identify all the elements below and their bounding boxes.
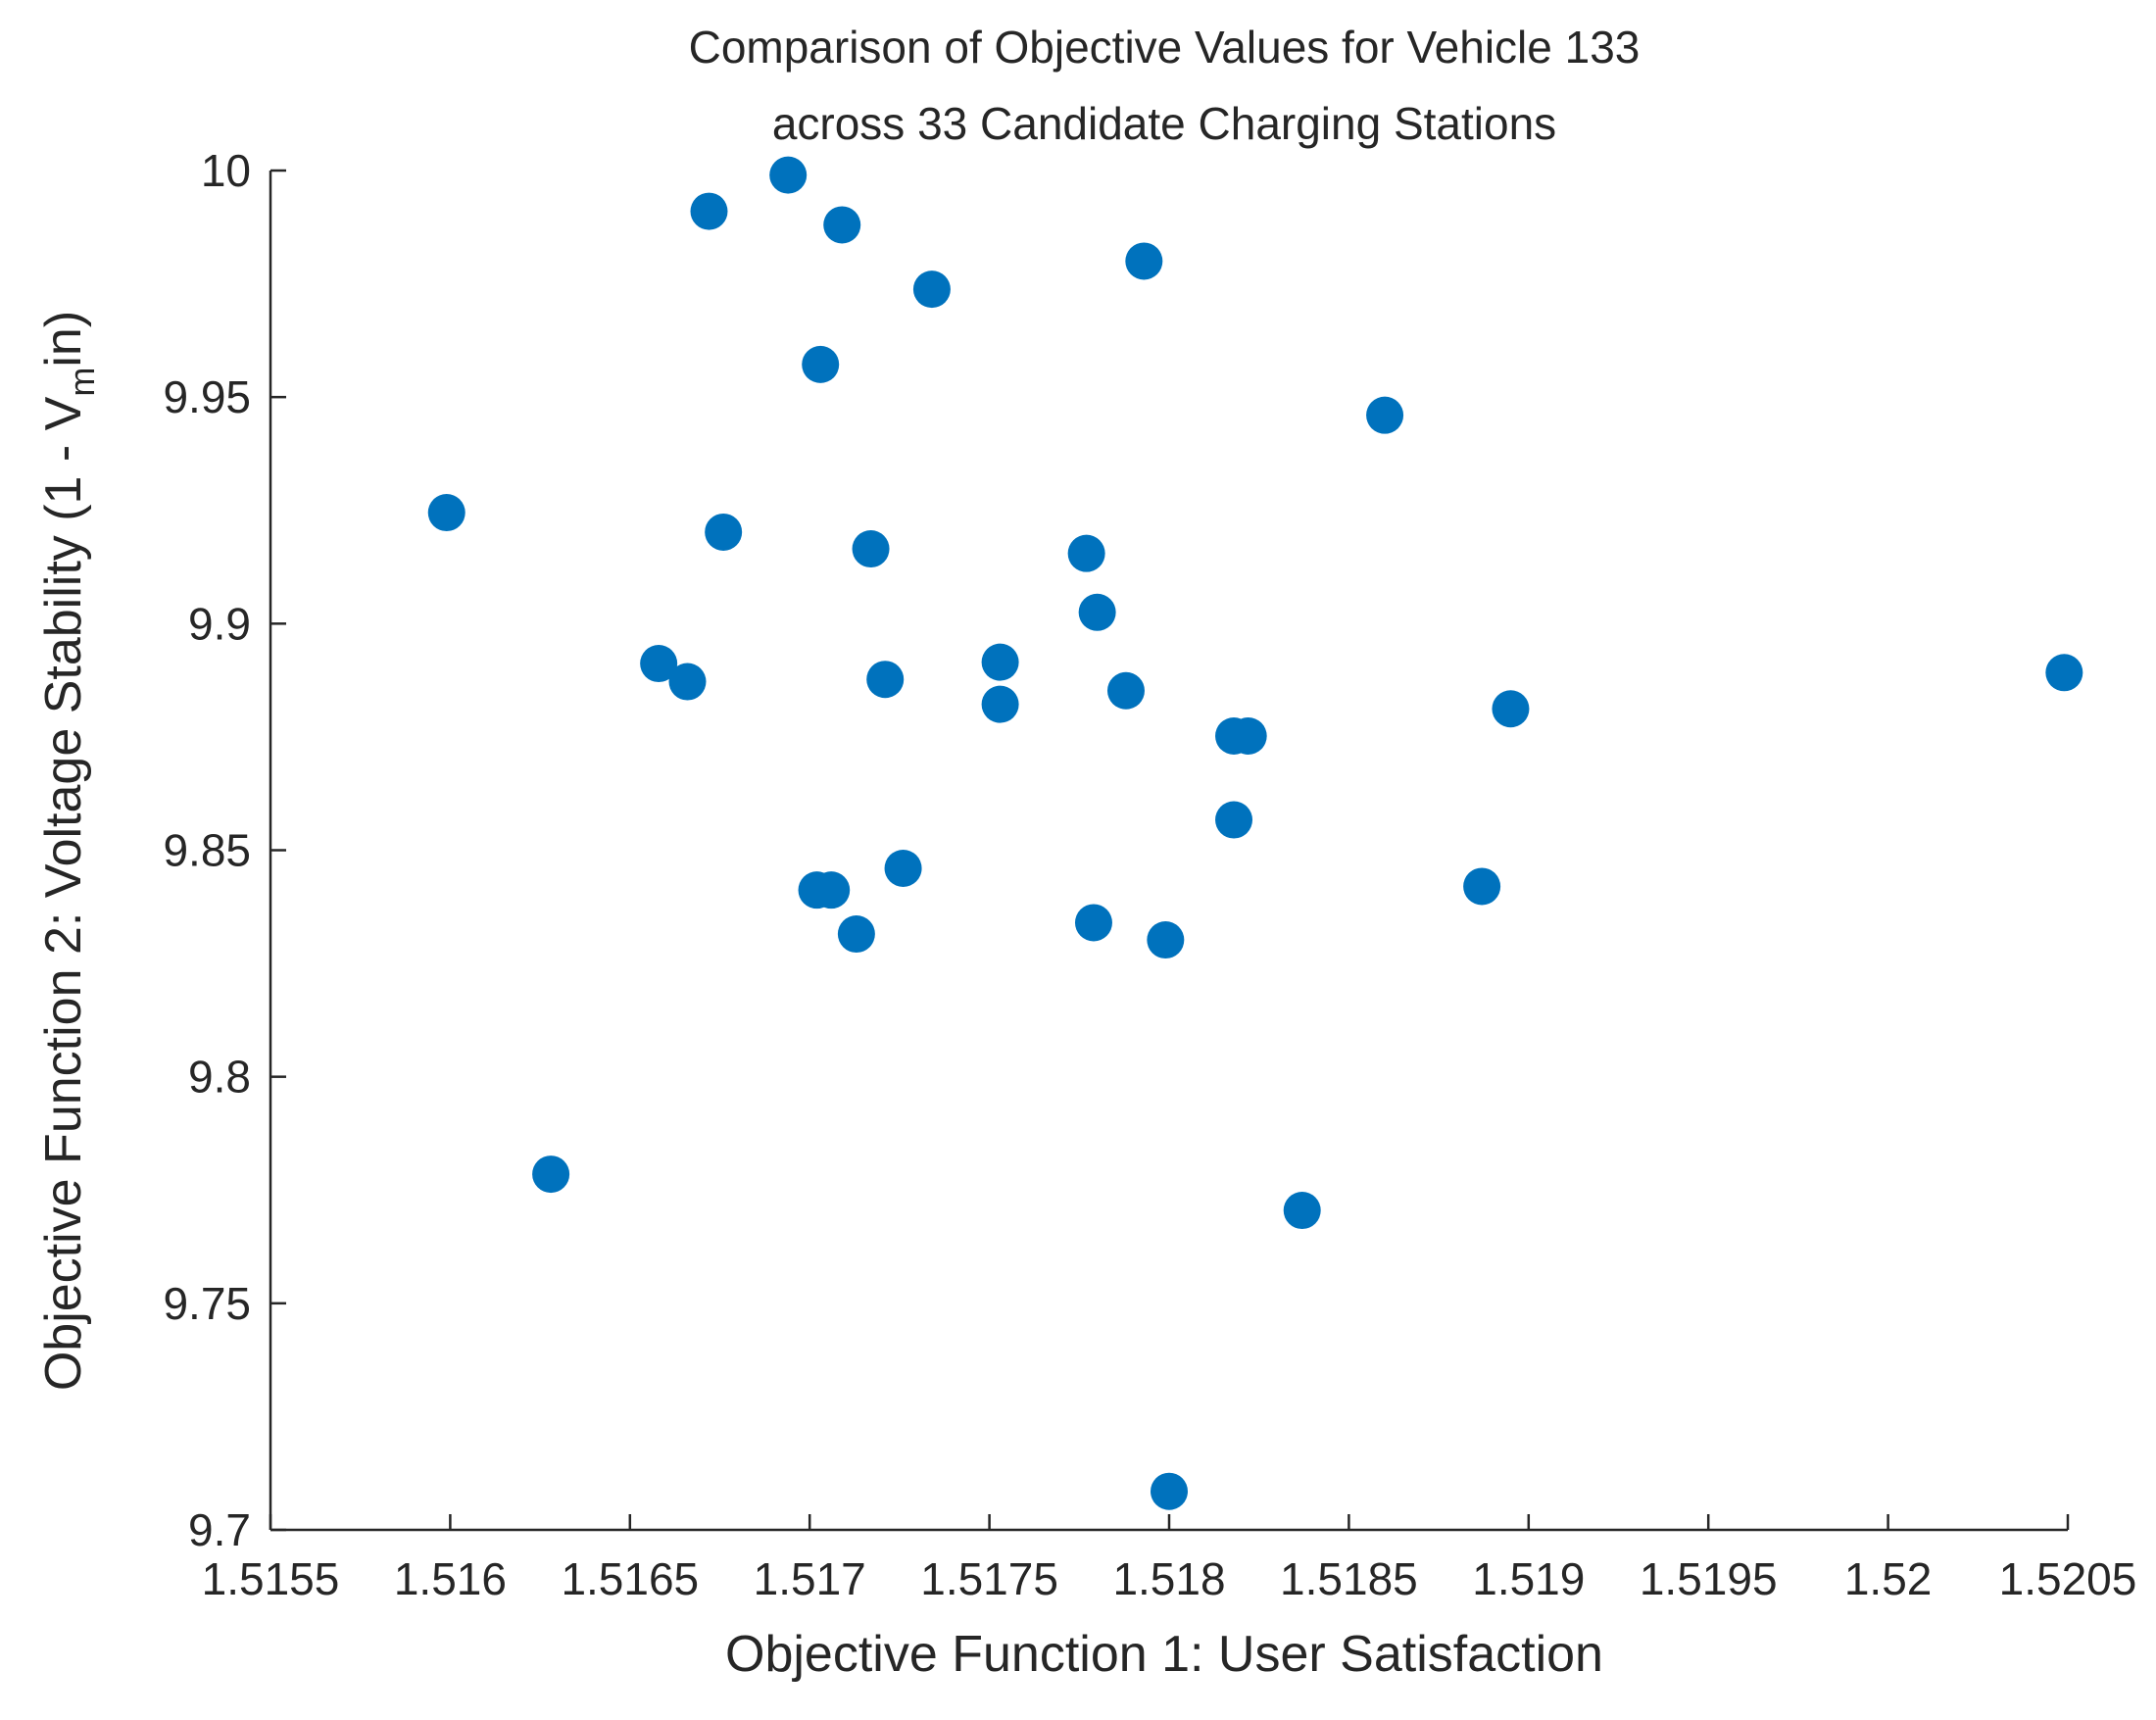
- scatter-point: [866, 661, 905, 699]
- scatter-point: [1106, 671, 1145, 710]
- scatter-point: [912, 270, 951, 309]
- scatter-point: [1125, 242, 1163, 280]
- x-tick-label: 1.5205: [1999, 1553, 2137, 1604]
- x-tick-label: 1.52: [1844, 1553, 1933, 1604]
- scatter-point: [1147, 921, 1185, 959]
- scatter-point: [1366, 396, 1404, 434]
- data-points: [427, 156, 2083, 1510]
- x-tick-label: 1.5165: [561, 1553, 699, 1604]
- y-ticks: 9.7 9.75 9.8 9.85 9.9 9.95 10: [163, 145, 286, 1555]
- scatter-point: [802, 345, 840, 383]
- y-axis-label: Objective Function 2: Voltage Stability …: [35, 311, 102, 1391]
- y-tick-label: 9.85: [163, 825, 251, 876]
- scatter-point: [640, 645, 678, 683]
- y-tick-label: 9.95: [163, 371, 251, 422]
- scatter-point: [1067, 534, 1105, 572]
- scatter-point: [532, 1155, 570, 1194]
- y-tick-label: 9.75: [163, 1278, 251, 1329]
- scatter-point: [837, 915, 875, 954]
- x-tick-label: 1.5195: [1640, 1553, 1778, 1604]
- x-tick-label: 1.516: [394, 1553, 507, 1604]
- scatter-point: [884, 849, 922, 887]
- y-axis-label-subscript: m: [62, 368, 102, 397]
- scatter-point: [690, 192, 728, 230]
- x-tick-label: 1.5175: [920, 1553, 1058, 1604]
- scatter-point: [1229, 716, 1267, 755]
- axes: [269, 171, 2068, 1532]
- scatter-point: [1078, 593, 1116, 631]
- scatter-point: [1215, 801, 1253, 839]
- scatter-point: [1074, 904, 1112, 942]
- y-tick-label: 9.8: [188, 1052, 251, 1103]
- y-tick-label: 10: [201, 145, 251, 196]
- y-tick-label: 9.9: [188, 598, 251, 649]
- y-tick-label: 9.7: [188, 1504, 251, 1555]
- x-tick-label: 1.519: [1472, 1553, 1585, 1604]
- scatter-point: [981, 643, 1019, 681]
- scatter-point: [1283, 1192, 1321, 1230]
- y-axis-label-prefix: Objective Function 2: Voltage Stability …: [35, 396, 92, 1391]
- x-ticks: 1.5155 1.516 1.5165 1.517 1.5175 1.518 1.5185 1…: [202, 1514, 2137, 1604]
- chart-title-line-2: across 33 Candidate Charging Stations: [772, 98, 1556, 149]
- y-axis-label-suffix: in): [35, 311, 92, 368]
- x-tick-label: 1.518: [1112, 1553, 1225, 1604]
- x-tick-label: 1.517: [754, 1553, 866, 1604]
- scatter-point: [1151, 1472, 1188, 1510]
- scatter-point: [823, 206, 861, 244]
- scatter-point: [852, 530, 890, 568]
- scatter-point: [769, 156, 808, 194]
- chart-title-line-1: Comparison of Objective Values for Vehic…: [689, 22, 1641, 73]
- scatter-point: [668, 663, 707, 701]
- scatter-point: [705, 513, 743, 551]
- scatter-point: [1463, 867, 1501, 906]
- scatter-point: [2045, 654, 2083, 692]
- scatter-point: [812, 871, 851, 909]
- scatter-point: [1492, 690, 1530, 728]
- x-axis-label: Objective Function 1: User Satisfaction: [725, 1626, 1603, 1683]
- scatter-point: [981, 685, 1019, 723]
- scatter-point: [427, 494, 466, 532]
- x-tick-label: 1.5155: [202, 1553, 340, 1604]
- x-tick-label: 1.5185: [1280, 1553, 1418, 1604]
